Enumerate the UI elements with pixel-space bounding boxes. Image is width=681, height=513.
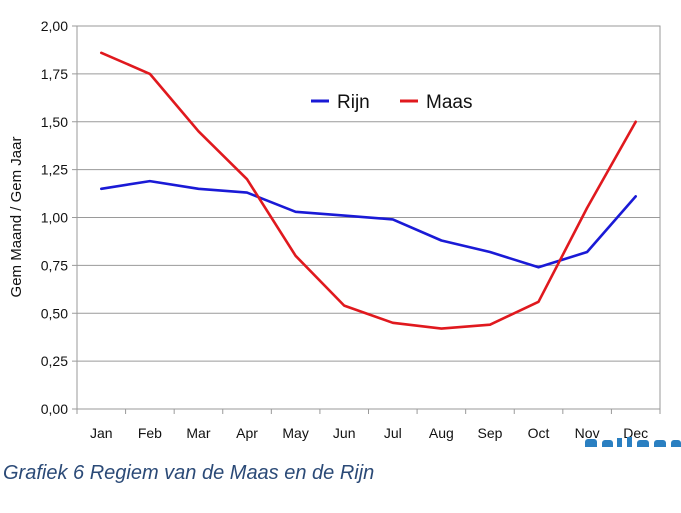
line-chart: 0,00 0,25 0,50 0,75 1,00 1,25 1,50 1,75 2,00 Jan… — [8, 18, 661, 441]
figure-caption: Grafiek 6 Regiem van de Maas en de Rijn — [3, 462, 375, 484]
x-tick-label: Jun — [333, 425, 356, 441]
series-lines — [100, 51, 638, 330]
y-tick-label: 0,75 — [41, 257, 68, 273]
y-tick-labels: 0,00 0,25 0,50 0,75 1,00 1,25 1,50 1,75 2,00 — [41, 18, 68, 417]
x-tick-label: Sep — [477, 425, 502, 441]
legend: Rijn Maas — [311, 92, 472, 113]
y-tick-label: 0,25 — [41, 353, 68, 369]
y-tick-label: 0,50 — [41, 305, 68, 321]
x-tick-label: Oct — [528, 425, 550, 441]
x-tick-label: Mar — [186, 425, 210, 441]
y-tick-label: 1,25 — [41, 162, 68, 178]
y-tick-label: 1,75 — [41, 66, 68, 82]
x-tick-labels: Jan Feb Mar Apr May Jun Jul Aug Sep Oct Nov Dec — [90, 425, 648, 441]
y-tick-label: 0,00 — [41, 401, 68, 417]
x-tick-label: Feb — [138, 425, 162, 441]
logo-fragment — [585, 433, 681, 447]
x-tick-label: Apr — [236, 425, 258, 441]
series-line-maas — [100, 51, 638, 330]
x-tick-label: Nov — [575, 425, 600, 441]
y-tick-label: 1,50 — [41, 114, 68, 130]
x-tick-label: Aug — [429, 425, 454, 441]
x-tick-label: May — [282, 425, 308, 441]
legend-label: Maas — [426, 92, 472, 113]
x-tick-label: Jul — [384, 425, 402, 441]
y-tick-label: 1,00 — [41, 210, 68, 226]
x-tick-label: Jan — [90, 425, 113, 441]
gridlines — [72, 25, 661, 414]
series-line-rijn — [100, 179, 638, 269]
y-tick-label: 2,00 — [41, 18, 68, 34]
y-axis-title: Gem Maand / Gem Jaar — [8, 137, 25, 298]
legend-label: Rijn — [337, 92, 370, 113]
